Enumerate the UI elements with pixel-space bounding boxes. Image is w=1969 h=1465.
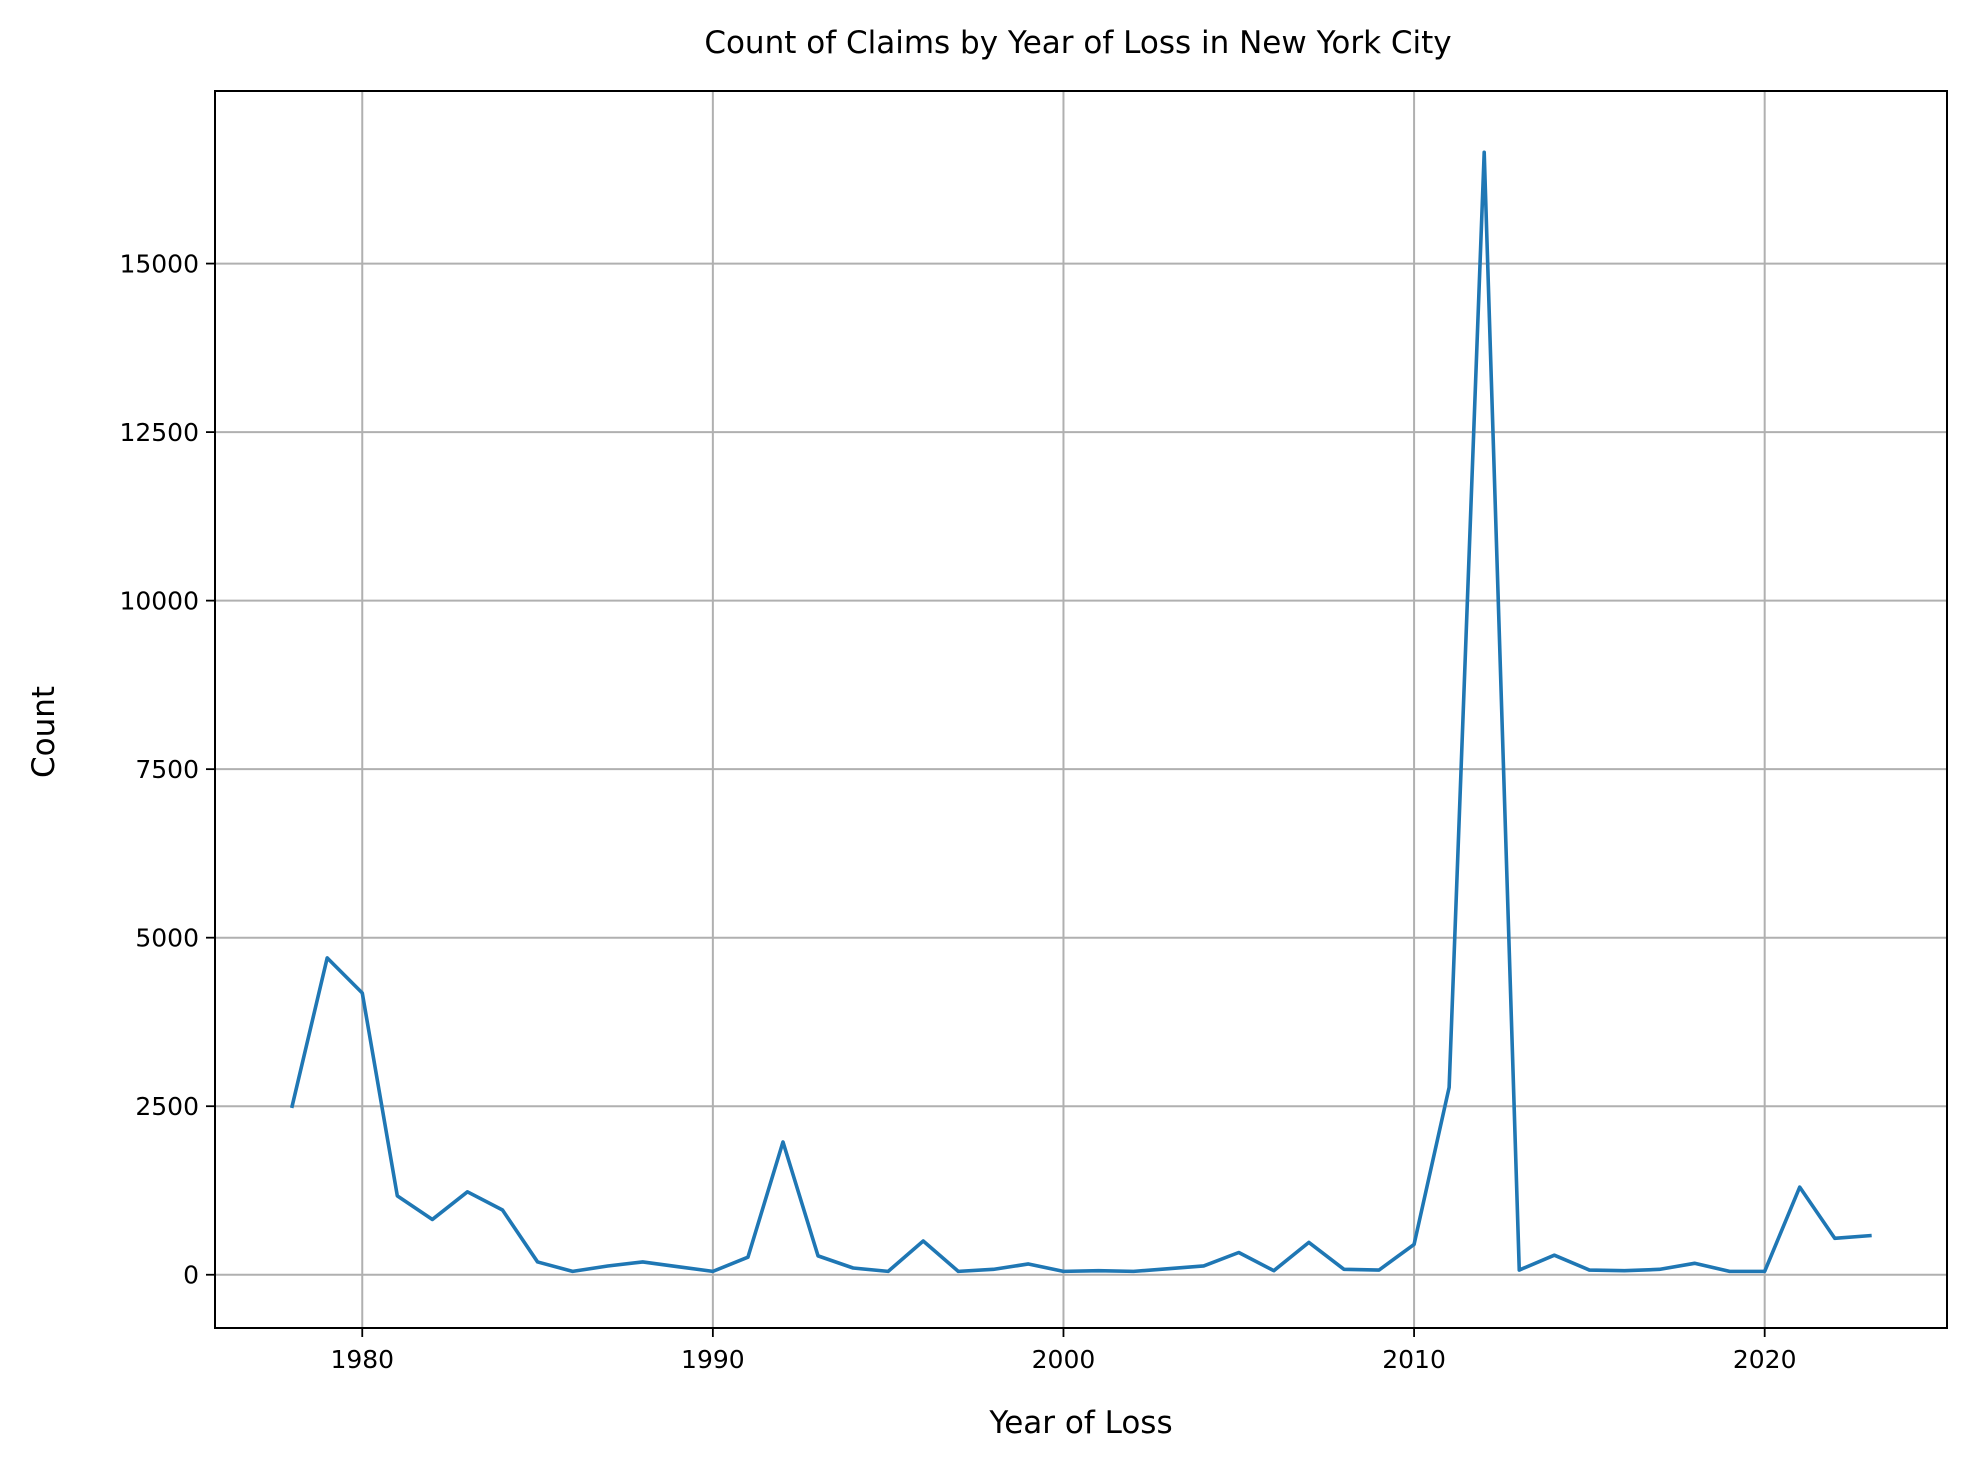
y-tick-label: 0 bbox=[183, 1261, 199, 1290]
y-axis-label: Count bbox=[26, 686, 62, 778]
y-tick-label: 5000 bbox=[135, 924, 199, 953]
plot-frame bbox=[214, 90, 1948, 1329]
y-tick-label: 15000 bbox=[119, 250, 199, 279]
x-tick-label: 1980 bbox=[330, 1345, 394, 1374]
grid-lines bbox=[215, 91, 1947, 1328]
series-layer bbox=[289, 150, 1872, 1274]
x-axis-label: Year of Loss bbox=[988, 1405, 1172, 1441]
y-tick-label: 12500 bbox=[119, 418, 199, 447]
y-tick-label: 10000 bbox=[119, 587, 199, 616]
x-tick-label: 2000 bbox=[1032, 1345, 1096, 1374]
y-tick-label: 2500 bbox=[135, 1092, 199, 1121]
x-tick-label: 2010 bbox=[1382, 1345, 1446, 1374]
x-tick-label: 1990 bbox=[681, 1345, 745, 1374]
y-tick-label: 7500 bbox=[135, 755, 199, 784]
ticks: 1980 1990 2000 2010 2020 0 2500 5000 7500 10000 12… bbox=[119, 250, 1796, 1374]
series-line bbox=[289, 150, 1872, 1274]
chart-title: Count of Claims by Year of Loss in New Y… bbox=[704, 25, 1451, 61]
x-tick-label: 2020 bbox=[1733, 1345, 1797, 1374]
